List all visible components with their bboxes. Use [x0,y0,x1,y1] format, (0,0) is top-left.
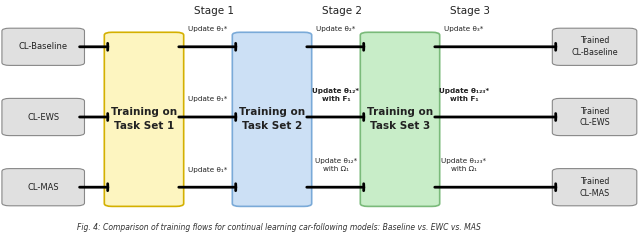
Text: Fig. 4: Comparison of training flows for continual learning car-following models: Fig. 4: Comparison of training flows for… [77,223,481,232]
Text: Update θ₁*: Update θ₁* [188,96,228,102]
Text: Stage 2: Stage 2 [323,6,362,15]
FancyBboxPatch shape [552,98,637,136]
Text: Training on
Task Set 2: Training on Task Set 2 [239,107,305,131]
Text: Update θ₁₂₃*
with F₁: Update θ₁₂₃* with F₁ [439,88,489,102]
FancyBboxPatch shape [104,32,184,206]
FancyBboxPatch shape [2,28,84,65]
Text: Training on
Task Set 3: Training on Task Set 3 [367,107,433,131]
Text: CL-EWS: CL-EWS [27,113,60,121]
Text: Stage 1: Stage 1 [195,6,234,15]
Text: Training on
Task Set 1: Training on Task Set 1 [111,107,177,131]
Text: Update θ₂*: Update θ₂* [316,26,356,32]
Text: Trained
CL-EWS: Trained CL-EWS [579,107,610,127]
FancyBboxPatch shape [552,28,637,65]
Text: Update θ₁*: Update θ₁* [188,26,228,32]
Text: CL-Baseline: CL-Baseline [19,42,68,51]
Text: Stage 3: Stage 3 [451,6,490,15]
FancyBboxPatch shape [360,32,440,206]
Text: Update θ₁₂₃*
with Ω₁: Update θ₁₂₃* with Ω₁ [442,158,486,172]
FancyBboxPatch shape [552,168,637,206]
Text: Trained
CL-MAS: Trained CL-MAS [579,177,610,197]
Text: Update θ₁*: Update θ₁* [188,167,228,173]
Text: Update θ₃*: Update θ₃* [444,26,484,32]
Text: Trained
CL-Baseline: Trained CL-Baseline [572,37,618,57]
Text: CL-MAS: CL-MAS [28,183,59,192]
FancyBboxPatch shape [2,98,84,136]
Text: Update θ₁₂*
with Ω₁: Update θ₁₂* with Ω₁ [315,158,357,172]
Text: Update θ₁₂*
with F₁: Update θ₁₂* with F₁ [312,88,360,102]
FancyBboxPatch shape [2,168,84,206]
FancyBboxPatch shape [232,32,312,206]
